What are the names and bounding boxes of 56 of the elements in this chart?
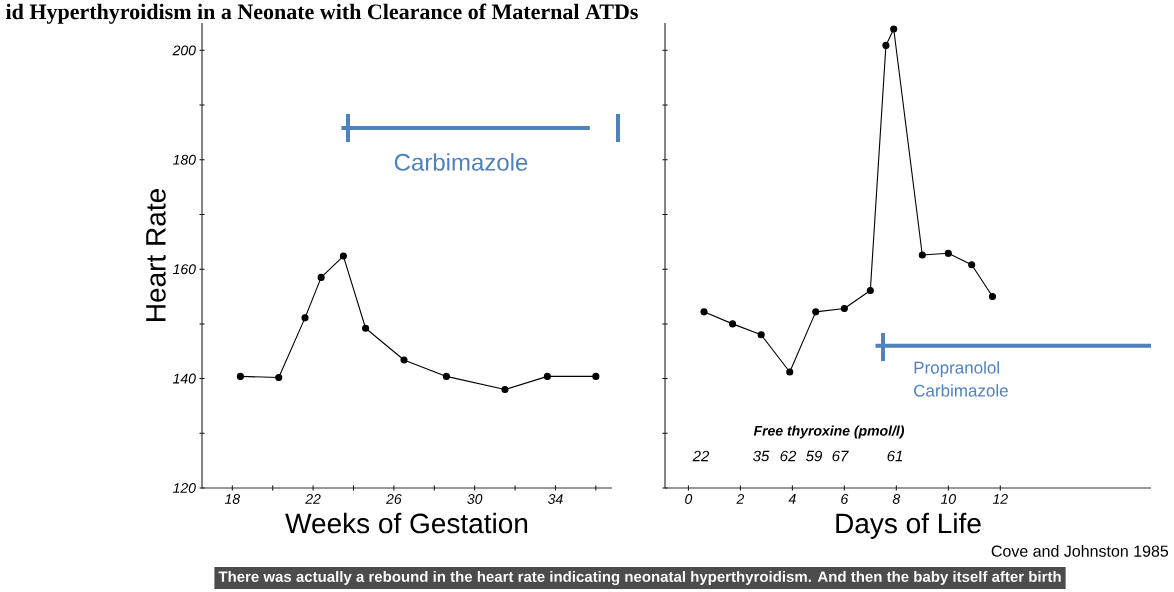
x-tick-label: 6 bbox=[841, 494, 849, 504]
x-tick-label: 22 bbox=[305, 494, 321, 504]
x-tick-label: 18 bbox=[224, 494, 240, 504]
x-tick-label: 26 bbox=[386, 494, 402, 504]
annotation: Carbimazole bbox=[394, 153, 528, 171]
x-axis-title: Weeks of Gestation bbox=[285, 512, 528, 534]
annotation: 59 bbox=[806, 450, 823, 462]
point bbox=[362, 324, 370, 332]
point bbox=[729, 320, 737, 328]
point bbox=[988, 292, 997, 301]
x-tick-label: 2 bbox=[736, 494, 745, 504]
y-tick-label: 140 bbox=[172, 373, 196, 384]
annotation: Free thyroxine (pmol/l) bbox=[753, 425, 905, 439]
chart-title: id Hyperthyroidism in a Neonate with Clearance of Maternal ATDs bbox=[6, 3, 638, 24]
text: Cove and Johnston 1985 bbox=[991, 545, 1169, 557]
point bbox=[944, 249, 952, 257]
point bbox=[442, 372, 450, 380]
point bbox=[543, 372, 551, 380]
point bbox=[339, 252, 347, 260]
y-tick-label: 200 bbox=[172, 45, 196, 56]
point bbox=[592, 372, 600, 380]
annotation: 61 bbox=[887, 450, 903, 462]
point bbox=[968, 261, 976, 269]
point bbox=[501, 385, 509, 394]
x-tick-label: 4 bbox=[788, 494, 796, 504]
point bbox=[840, 305, 848, 313]
x-tick-label: 8 bbox=[892, 494, 901, 504]
x-tick-label: 34 bbox=[548, 494, 563, 504]
annotation: Propranolol Carbimazole bbox=[914, 361, 1008, 397]
point bbox=[786, 368, 794, 376]
y-tick-label: 160 bbox=[172, 264, 196, 275]
x-tick-label: 0 bbox=[685, 494, 693, 504]
point bbox=[301, 314, 309, 322]
x-axis-title: Days of Life bbox=[836, 512, 981, 539]
text: There was actually a rebound in the heart rate indicating neonatal hyperthyroidism. And then the baby itself after birth bbox=[218, 570, 1061, 586]
y-tick-label: 120 bbox=[172, 483, 196, 493]
point bbox=[918, 251, 926, 259]
point bbox=[882, 41, 890, 49]
point bbox=[275, 373, 283, 382]
point bbox=[757, 331, 765, 339]
point bbox=[812, 308, 820, 316]
x-tick-label: 12 bbox=[992, 494, 1008, 504]
y-axis-title: Heart Rate bbox=[146, 189, 166, 321]
point bbox=[236, 372, 244, 380]
point bbox=[400, 356, 408, 364]
x-tick-label: 10 bbox=[940, 494, 956, 504]
annotation: 35 bbox=[753, 450, 770, 462]
annotation: 67 bbox=[832, 450, 849, 462]
annotation: 22 bbox=[692, 450, 710, 462]
point bbox=[317, 273, 325, 281]
point bbox=[890, 25, 898, 33]
point bbox=[866, 286, 874, 295]
annotation: 62 bbox=[780, 450, 797, 462]
y-tick-label: 180 bbox=[172, 154, 196, 165]
point bbox=[700, 308, 708, 316]
x-tick-label: 30 bbox=[467, 494, 483, 504]
